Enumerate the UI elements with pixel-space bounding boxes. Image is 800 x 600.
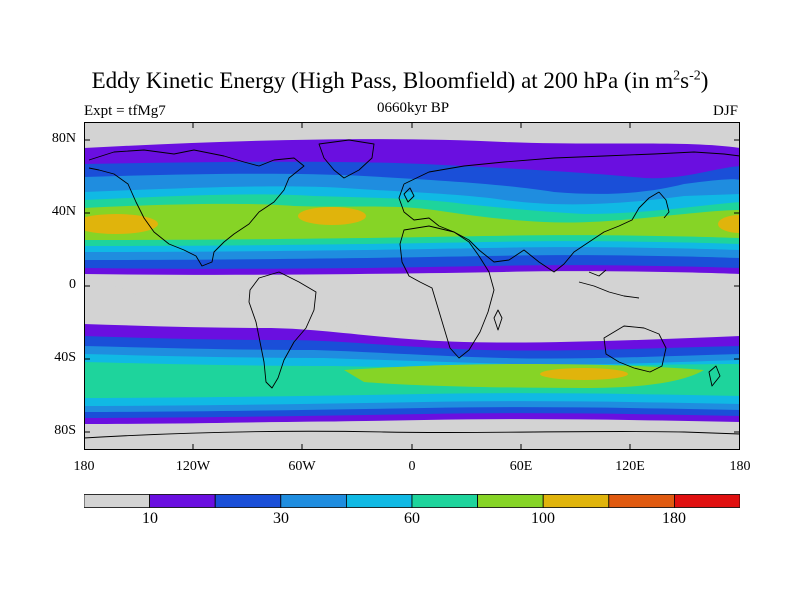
xtick-label: 180 xyxy=(73,459,95,474)
colorbar-swatch xyxy=(280,494,347,508)
colorbar-swatch xyxy=(84,494,150,508)
sh-max-indian xyxy=(540,368,628,380)
ytick-label: 40N xyxy=(51,204,76,219)
eurasia xyxy=(398,151,740,273)
colorbar xyxy=(84,494,740,508)
eke-map xyxy=(84,122,740,450)
japan xyxy=(658,191,670,219)
nh-band-6 xyxy=(84,203,740,240)
colorbar-swatch xyxy=(608,494,675,508)
xtick-label: 120E xyxy=(615,459,645,474)
colorbar-label: 60 xyxy=(404,510,420,527)
greenland xyxy=(318,139,375,179)
ytick-label: 80N xyxy=(51,131,76,146)
nh-max-pacific-east xyxy=(718,215,740,233)
north-america xyxy=(88,149,305,267)
ytick-label: 40S xyxy=(54,350,76,365)
indonesia xyxy=(578,269,640,299)
polar-low xyxy=(84,421,740,450)
colorbar-swatch xyxy=(674,494,740,508)
colorbar-swatch xyxy=(214,494,282,508)
south-america xyxy=(248,271,317,389)
coastlines xyxy=(84,139,740,439)
colorbar-swatch xyxy=(542,494,610,508)
nh-max-pacific-west xyxy=(84,214,158,234)
colorbar-swatch xyxy=(149,494,216,508)
colorbar-swatch xyxy=(411,494,478,508)
period-label: 0660kyr BP xyxy=(376,100,450,116)
axis-ticks xyxy=(84,122,740,450)
xtick-label: 60E xyxy=(509,459,533,474)
colorbar-swatch xyxy=(345,494,413,508)
africa xyxy=(399,225,495,359)
xtick-label: 60W xyxy=(288,459,316,474)
madagascar xyxy=(493,309,503,331)
colorbar-label: 30 xyxy=(273,510,289,527)
experiment-label: Expt = tfMg7 xyxy=(84,103,166,119)
plot-title: Eddy Kinetic Energy (High Pass, Bloomfie… xyxy=(91,68,709,93)
tropical-low xyxy=(84,279,740,337)
colorbar-label: 180 xyxy=(662,510,686,527)
antarctica xyxy=(84,430,740,439)
nh-max-atlantic xyxy=(298,207,366,225)
australia xyxy=(603,325,667,373)
xtick-label: 120W xyxy=(175,459,211,474)
new-zealand xyxy=(708,365,721,387)
colorbar-label: 100 xyxy=(531,510,555,527)
uk xyxy=(403,187,415,203)
xtick-label: 0 xyxy=(408,459,416,474)
colorbar-label: 10 xyxy=(142,510,158,527)
ytick-label: 0 xyxy=(69,277,76,292)
ytick-label: 80S xyxy=(54,423,76,438)
season-label: DJF xyxy=(712,103,738,119)
xtick-label: 180 xyxy=(729,459,751,474)
colorbar-swatch xyxy=(477,494,544,508)
